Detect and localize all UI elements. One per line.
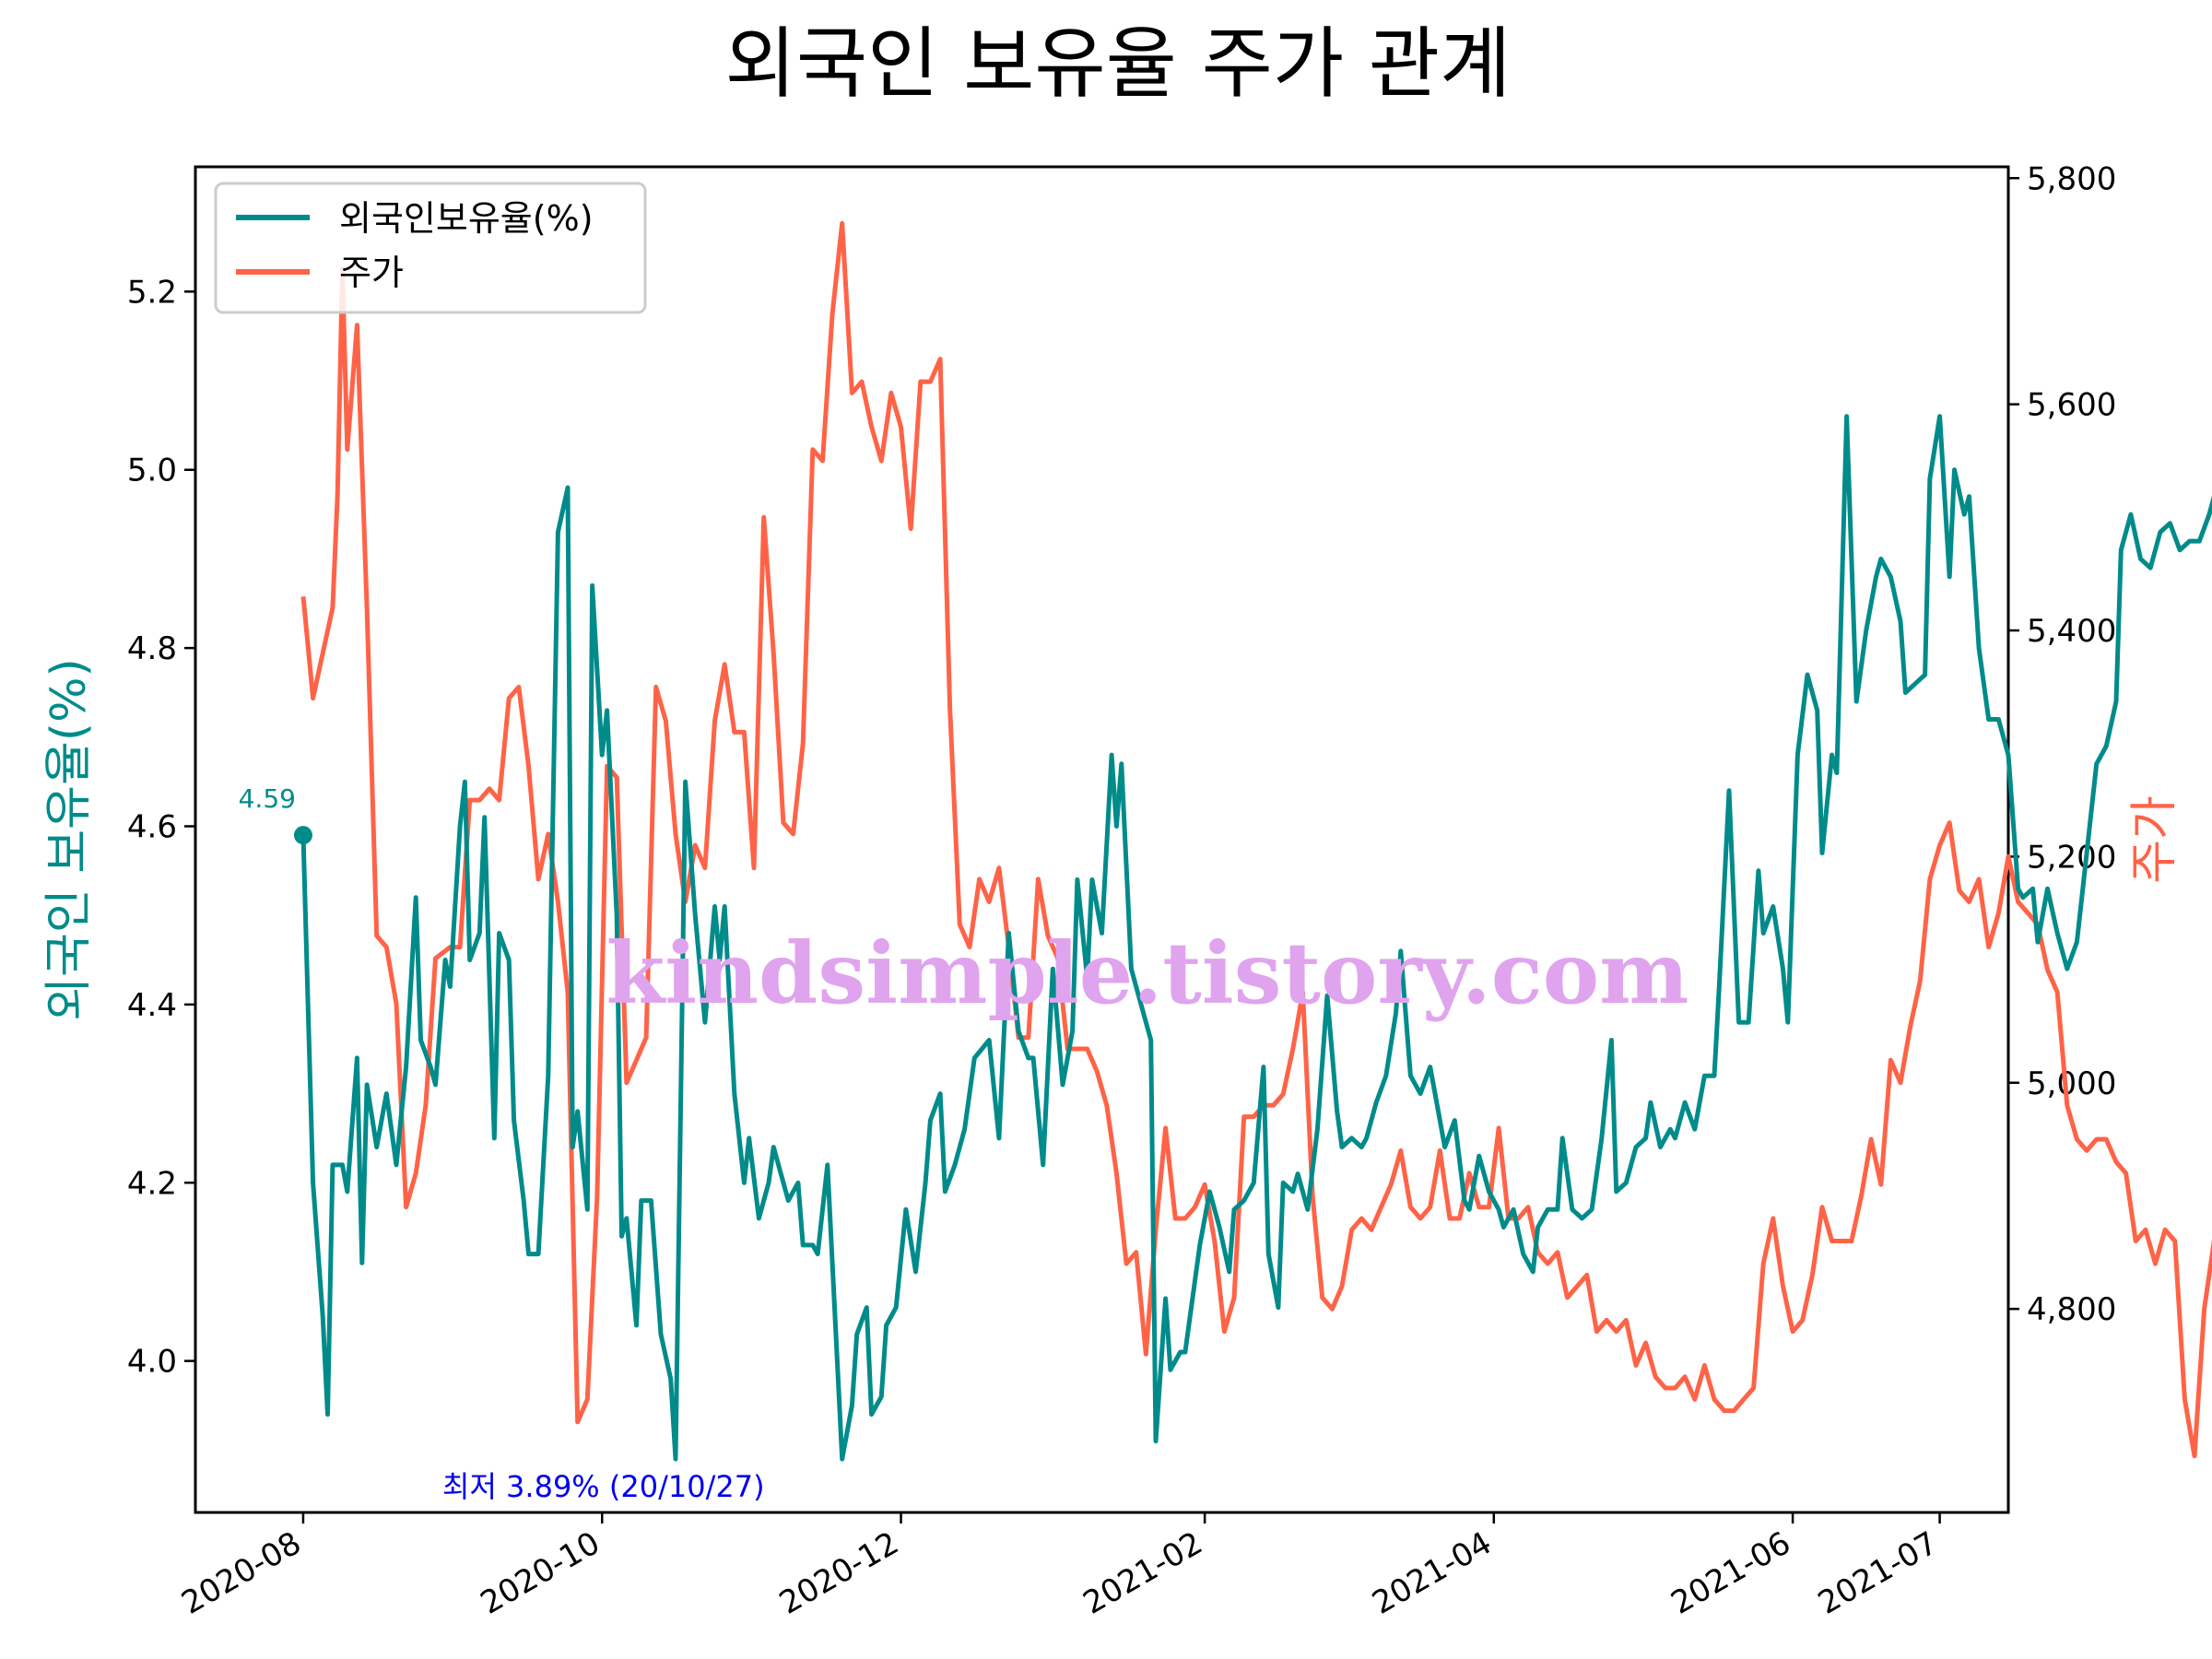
y-axis-left: 4.0 4.2 4.4 4.6 4.8 5.0 5.2 xyxy=(127,274,195,1381)
plot-area xyxy=(194,165,2010,1514)
legend-label-foreign-ratio: 외국인보유율(%) xyxy=(339,198,594,239)
x-tick-label: 2020-08 xyxy=(175,1524,307,1622)
y-right-tick-label: 5,200 xyxy=(2027,839,2116,876)
series-layer xyxy=(300,220,2212,1462)
y-right-tick-label: 5,400 xyxy=(2027,613,2116,650)
y-right-tick-label: 5,600 xyxy=(2027,387,2116,424)
x-tick-label: 2020-12 xyxy=(773,1524,905,1622)
legend: 외국인보유율(%) 주가 xyxy=(214,182,647,314)
y-left-tick-label: 4.8 xyxy=(127,630,177,667)
x-axis: 2020-08 2020-10 2020-12 2021-02 2021-04 2021-… xyxy=(175,1512,1944,1622)
x-tick-label: 2021-04 xyxy=(1366,1524,1498,1622)
chart-title: 외국인 보유율 주가 관계 xyxy=(725,18,1512,109)
legend-label-price: 주가 xyxy=(339,253,404,293)
y-left-tick-label: 4.6 xyxy=(127,808,177,845)
y-left-tick-label: 4.0 xyxy=(127,1344,177,1381)
legend-box xyxy=(214,182,647,314)
series-line-foreign-ratio xyxy=(300,414,2212,1462)
y-right-tick-label: 5,000 xyxy=(2027,1065,2116,1102)
min-annotation: 최저 3.89% (20/10/27) xyxy=(442,1469,765,1504)
y-left-tick-label: 5.2 xyxy=(127,274,177,311)
x-tick-label: 2021-02 xyxy=(1077,1524,1209,1622)
y-right-tick-label: 5,800 xyxy=(2027,160,2116,197)
y-left-tick-label: 4.4 xyxy=(127,987,177,1024)
y-axis-right: 4,800 5,000 5,200 5,400 5,600 5,800 xyxy=(2008,160,2116,1328)
series-point-marker xyxy=(293,826,312,845)
y-left-tick-label: 5.0 xyxy=(127,453,177,489)
x-tick-label: 2021-06 xyxy=(1665,1524,1797,1622)
y-right-tick-label: 4,800 xyxy=(2027,1291,2116,1328)
watermark-text: kindsimple.tistory.com xyxy=(606,924,1688,1023)
annotation-layer: 4.595.27 xyxy=(239,783,312,845)
series-line-price xyxy=(300,220,2212,1459)
data-label: 4.59 xyxy=(239,783,296,814)
x-tick-label: 2020-10 xyxy=(475,1524,606,1622)
y-axis-right-label: 주가 xyxy=(2127,795,2183,884)
y-left-tick-label: 4.2 xyxy=(127,1165,177,1202)
x-tick-label: 2021-07 xyxy=(1812,1524,1944,1622)
y-axis-left-label: 외국인 보유율(%) xyxy=(41,658,97,1021)
